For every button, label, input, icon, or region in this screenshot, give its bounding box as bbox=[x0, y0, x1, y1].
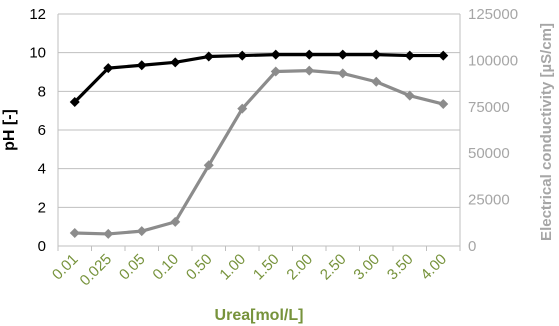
data-point bbox=[438, 50, 449, 61]
data-point bbox=[170, 216, 181, 227]
data-point bbox=[371, 49, 382, 60]
data-point bbox=[170, 57, 181, 68]
y-tick-label: 4 bbox=[38, 161, 46, 178]
data-point bbox=[270, 49, 281, 60]
y2-tick-label: 50000 bbox=[468, 145, 510, 162]
data-point bbox=[203, 160, 214, 171]
data-point bbox=[270, 66, 281, 77]
y-tick-label: 8 bbox=[38, 83, 46, 100]
x-tick-label: 1.50 bbox=[250, 251, 283, 284]
x-tick-label: 0.025 bbox=[77, 251, 116, 290]
data-point bbox=[69, 228, 80, 239]
x-tick-label: 3.50 bbox=[384, 251, 417, 284]
y-tick-label: 12 bbox=[29, 6, 46, 23]
y-tick-label: 2 bbox=[38, 199, 46, 216]
y-tick-label: 0 bbox=[38, 238, 46, 255]
data-point bbox=[136, 60, 147, 71]
series bbox=[69, 49, 449, 239]
x-tick-label: 2.00 bbox=[283, 251, 316, 284]
series-line bbox=[74, 69, 444, 236]
data-point bbox=[103, 228, 114, 239]
gridlines bbox=[58, 13, 460, 247]
x-tick-label: 4.00 bbox=[417, 251, 450, 284]
y2-tick-label: 100000 bbox=[468, 52, 518, 69]
data-point bbox=[203, 51, 214, 62]
data-point bbox=[304, 49, 315, 60]
data-point bbox=[304, 65, 315, 76]
data-point bbox=[404, 50, 415, 61]
data-point bbox=[69, 96, 80, 107]
series-line bbox=[73, 52, 444, 104]
x-tick-label: 0.05 bbox=[116, 251, 149, 284]
x-tick-label: 3.00 bbox=[350, 251, 383, 284]
x-tick-label: 0.50 bbox=[183, 251, 216, 284]
y-tick-label: 6 bbox=[38, 122, 46, 139]
data-point bbox=[438, 99, 449, 110]
data-point bbox=[404, 90, 415, 101]
x-tick-label: 2.50 bbox=[317, 251, 350, 284]
y2-tick-label: 75000 bbox=[468, 99, 510, 116]
y-tick-label: 10 bbox=[29, 45, 46, 62]
data-point bbox=[337, 49, 348, 60]
data-point bbox=[337, 68, 348, 79]
x-tick-label: 1.00 bbox=[216, 251, 249, 284]
y2-tick-label: 125000 bbox=[468, 6, 518, 23]
axes bbox=[57, 14, 461, 251]
x-tick-label: 0.10 bbox=[149, 251, 182, 284]
data-point bbox=[136, 226, 147, 237]
data-point bbox=[237, 50, 248, 61]
data-point bbox=[237, 103, 248, 114]
y2-tick-label: 25000 bbox=[468, 192, 510, 209]
y-axis-title: pH [-] bbox=[1, 109, 18, 151]
tick-labels: 0 2 4 6 8 10 12 0 25000 50000 75000 100000 125000 0.0… bbox=[29, 6, 518, 289]
x-axis-title: Urea[mol/L] bbox=[215, 307, 304, 324]
data-point bbox=[103, 63, 114, 74]
y2-axis-title: Electrical conductivity [µS/cm] bbox=[538, 23, 555, 241]
y2-tick-label: 0 bbox=[468, 238, 476, 255]
data-point bbox=[371, 76, 382, 87]
